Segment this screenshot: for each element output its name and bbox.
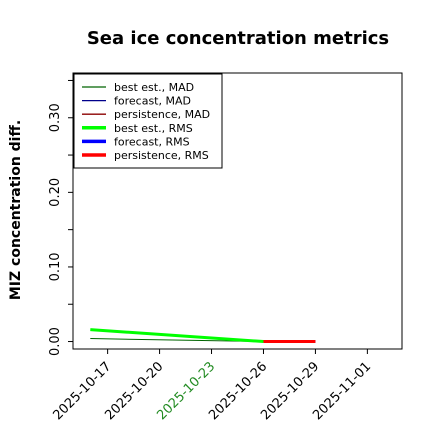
legend-label: best est., RMS [114,122,193,135]
y-tick-label: 0.30 [48,103,63,132]
legend-label: persistence, RMS [114,149,209,162]
series-line [90,328,264,344]
y-tick-label: 0.20 [48,178,63,207]
y-tick-label: 0.00 [48,327,63,356]
legend-label: best est., MAD [114,81,194,94]
legend-frame [73,73,223,169]
y-axis-label: MIZ concentration diff. [8,120,24,300]
plot-area [72,72,403,350]
legend-label: forecast, MAD [114,95,191,108]
y-tick-label: 0.10 [48,252,63,281]
legend-label: persistence, MAD [114,108,210,121]
chart-title: Sea ice concentration metrics [87,28,389,49]
legend-label: forecast, RMS [114,135,190,148]
